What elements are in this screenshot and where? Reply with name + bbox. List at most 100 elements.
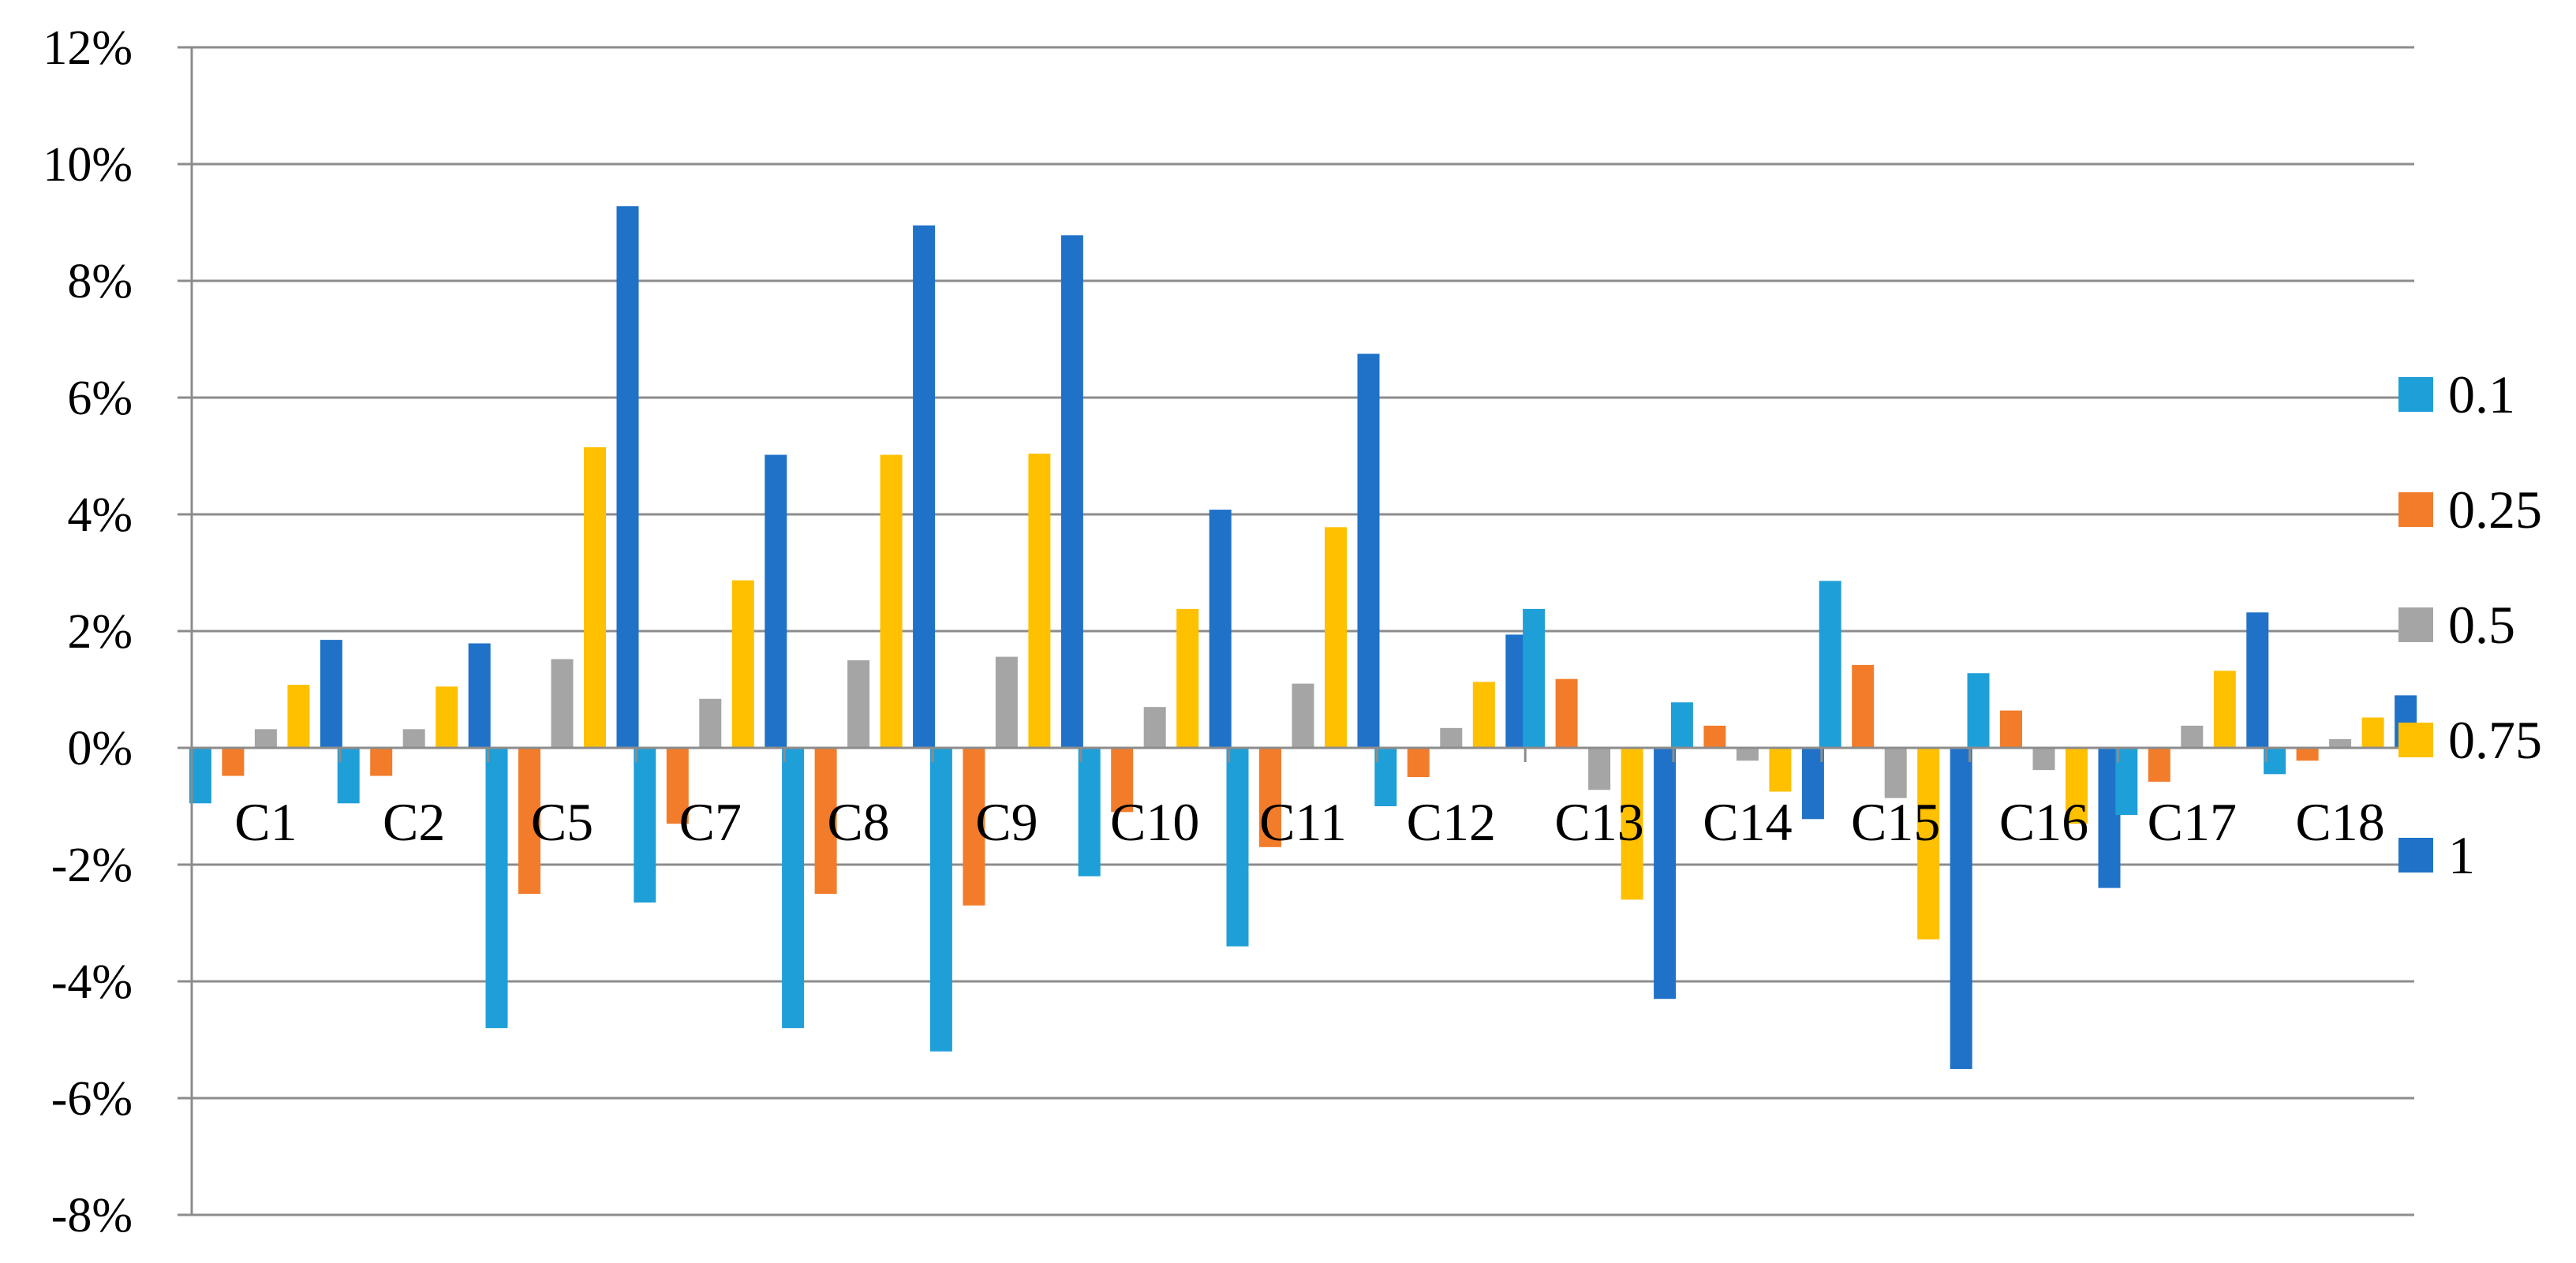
bar-C18-series-0.75 (2361, 717, 2384, 748)
bar-C1-series-0.25 (222, 748, 245, 776)
bar-C15-series-0.5 (1884, 748, 1907, 798)
category-label: C2 (383, 792, 445, 852)
bar-C12-series-0.5 (1440, 727, 1463, 748)
bar-C12-series-0.75 (1472, 682, 1495, 748)
bars (189, 206, 2417, 1069)
bar-C7-series-0.1 (634, 748, 656, 903)
category-labels: C1 C2 C5 C7 C8 C9 C10 C11 C12 C13 C14 C15 C16 C17 C18 (234, 792, 2385, 852)
bar-C16-series-0.5 (2032, 748, 2055, 771)
bar-C10-series-1 (1209, 510, 1232, 748)
y-tick-label: 8% (67, 255, 133, 308)
bar-C15-series-0.75 (1917, 748, 1940, 940)
bar-C11-series-0.75 (1325, 527, 1347, 748)
axes (178, 46, 2414, 1216)
bar-C14-series-0.5 (1736, 748, 1759, 761)
bar-C10-series-0.5 (1143, 707, 1166, 748)
bar-C11-series-0.1 (1226, 748, 1249, 947)
bar-C8-series-1 (913, 225, 936, 748)
bar-C14-series-0.25 (1703, 725, 1726, 748)
bar-C5-series-0.1 (485, 748, 508, 1029)
y-tick-label: -2% (51, 839, 133, 892)
legend-label: 0.75 (2448, 710, 2542, 770)
bar-C11-series-0.5 (1292, 683, 1314, 748)
bar-C7-series-0.75 (731, 580, 754, 748)
category-label: C9 (975, 792, 1038, 852)
bar-C17-series-0.25 (2148, 748, 2170, 782)
bar-C17-series-0.75 (2213, 671, 2236, 748)
bar-C13-series-0.25 (1555, 678, 1578, 748)
bar-C14-series-0.75 (1769, 748, 1792, 792)
y-tick-label: -8% (51, 1189, 133, 1242)
bar-C12-series-0.25 (1407, 748, 1430, 777)
bar-C14-series-1 (1801, 748, 1824, 820)
bar-C10-series-0.1 (1078, 748, 1101, 876)
bar-C5-series-1 (616, 206, 639, 748)
category-label: C11 (1259, 792, 1347, 852)
category-label: C12 (1407, 792, 1496, 852)
legend-label: 0.25 (2448, 480, 2542, 540)
category-label: C17 (2148, 792, 2237, 852)
bar-C1-series-0.1 (189, 748, 211, 804)
gridlines (192, 46, 2414, 1216)
bar-C2-series-0.25 (370, 748, 393, 776)
bar-C9-series-0.75 (1028, 454, 1051, 748)
bar-C8-series-0.5 (847, 660, 870, 748)
bar-C9-series-0.1 (929, 748, 952, 1052)
bar-C9-series-0.5 (995, 656, 1018, 748)
legend-label: 0.1 (2448, 364, 2515, 424)
legend-label: 1 (2448, 825, 2475, 885)
bar-C15-series-0.1 (1819, 581, 1841, 748)
bar-C15-series-0.25 (1852, 664, 1875, 748)
bar-C16-series-0.25 (2000, 710, 2022, 748)
y-tick-label: -4% (51, 955, 133, 1009)
category-label: C14 (1703, 792, 1792, 852)
category-label: C7 (679, 792, 742, 852)
bar-C16-series-0.75 (2066, 748, 2088, 824)
category-label: C16 (1999, 792, 2088, 852)
bar-C17-series-0.5 (2181, 725, 2204, 748)
bar-C16-series-0.1 (1967, 673, 1990, 748)
bar-C5-series-0.5 (551, 659, 574, 748)
legend-swatch (2398, 492, 2433, 527)
category-label: C8 (827, 792, 889, 852)
y-tick-label: 6% (67, 372, 133, 425)
y-tick-labels: -8% -6% -4% -2% 0% 2% 4% 6% 8% 10% 12% (43, 21, 133, 1242)
bar-C17-series-1 (2246, 612, 2269, 748)
legend-swatch (2398, 723, 2433, 757)
category-label: C1 (234, 792, 297, 852)
y-tick-label: 4% (67, 488, 133, 542)
bar-C8-series-0.25 (814, 748, 837, 894)
bar-C13-series-0.75 (1621, 748, 1643, 900)
bar-C13-series-1 (1654, 748, 1677, 1000)
y-tick-label: -6% (51, 1072, 133, 1126)
y-tick-label: 2% (67, 605, 133, 659)
bar-C7-series-1 (765, 454, 787, 748)
y-tick-label: 12% (43, 21, 133, 75)
bar-C12-series-0.1 (1374, 748, 1397, 806)
legend-label: 0.5 (2448, 595, 2515, 655)
legend-swatch (2398, 607, 2433, 642)
bar-C2-series-1 (468, 643, 491, 748)
bar-C9-series-0.25 (963, 748, 985, 906)
bar-C8-series-0.75 (880, 454, 903, 748)
legend-swatch (2398, 838, 2433, 873)
bar-C1-series-0.75 (287, 685, 310, 748)
bar-C7-series-0.5 (699, 698, 722, 748)
bar-C2-series-0.1 (337, 748, 360, 804)
bar-C8-series-0.1 (782, 748, 805, 1029)
bar-C2-series-0.75 (436, 686, 458, 748)
bar-C10-series-0.25 (1111, 748, 1134, 813)
legend-swatch (2398, 377, 2433, 412)
bar-C10-series-0.75 (1176, 608, 1199, 748)
bar-C13-series-0.5 (1588, 748, 1611, 790)
category-label: C15 (1851, 792, 1940, 852)
bar-C11-series-1 (1357, 353, 1380, 748)
category-label: C10 (1110, 792, 1199, 852)
bar-C5-series-0.75 (584, 447, 606, 748)
bar-C11-series-0.25 (1259, 748, 1281, 847)
legend: 0.1 0.25 0.5 0.75 1 (2398, 364, 2542, 885)
bar-C2-series-0.5 (402, 729, 425, 748)
bar-C18-series-0.25 (2296, 748, 2319, 761)
bar-C13-series-0.1 (1523, 608, 1546, 748)
